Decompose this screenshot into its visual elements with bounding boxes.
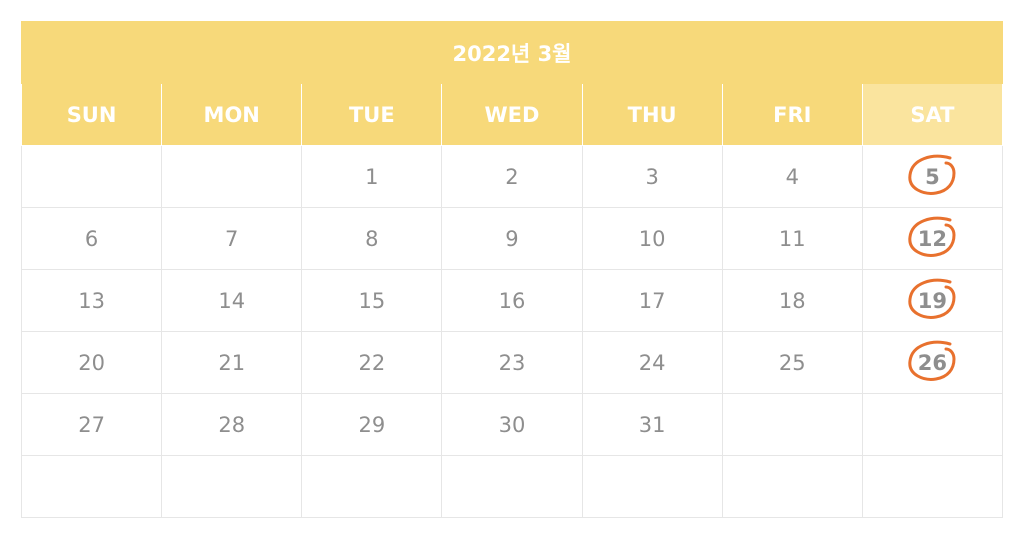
calendar-empty-cell <box>861 393 1004 456</box>
calendar-day-cell[interactable]: 12 <box>861 207 1004 270</box>
calendar-day-number: 7 <box>225 226 239 251</box>
calendar-day-cell[interactable]: 7 <box>161 207 303 270</box>
calendar-day-number: 1 <box>365 164 379 189</box>
calendar-day-cell[interactable]: 17 <box>581 269 723 332</box>
calendar-day-number: 4 <box>785 164 799 189</box>
weekday-fri: FRI <box>721 83 863 146</box>
calendar-empty-cell <box>721 455 863 518</box>
calendar-body: 1 2 3 4 5 6 7 8 9 10 11 12 13 14 15 16 17 18 19 20 21 22 23 24 2… <box>20 145 1004 518</box>
calendar-day-cell[interactable]: 1 <box>301 145 443 208</box>
calendar-day-number: 23 <box>498 350 526 375</box>
calendar-day-cell[interactable]: 31 <box>581 393 723 456</box>
calendar-week-row: 13 14 15 16 17 18 19 <box>20 269 1004 332</box>
calendar-day-cell[interactable]: 16 <box>441 269 583 332</box>
calendar-day-cell[interactable]: 30 <box>441 393 583 456</box>
calendar-day-number: 17 <box>638 288 666 313</box>
calendar-empty-cell <box>161 145 303 208</box>
calendar-day-number: 22 <box>358 350 386 375</box>
weekday-tue: TUE <box>301 83 443 146</box>
calendar-day-cell[interactable]: 4 <box>721 145 863 208</box>
calendar-day-number: 21 <box>218 350 246 375</box>
calendar-day-cell[interactable]: 20 <box>20 331 163 394</box>
calendar-day-number: 27 <box>78 412 105 437</box>
calendar-empty-cell <box>861 455 1004 518</box>
weekday-sun: SUN <box>20 83 163 146</box>
weekday-thu: THU <box>581 83 723 146</box>
calendar-day-number: 10 <box>638 226 666 251</box>
calendar-day-cell[interactable]: 25 <box>721 331 863 394</box>
weekday-header-row: SUN MON TUE WED THU FRI SAT <box>20 83 1004 146</box>
calendar-day-number: 2 <box>505 164 519 189</box>
calendar-day-cell[interactable]: 5 <box>861 145 1004 208</box>
weekday-mon: MON <box>161 83 303 146</box>
calendar-day-number: 28 <box>218 412 246 437</box>
calendar-day-number: 26 <box>917 350 948 375</box>
weekday-sat: SAT <box>861 83 1004 146</box>
calendar-day-number: 8 <box>365 226 379 251</box>
calendar-day-cell[interactable]: 28 <box>161 393 303 456</box>
calendar-day-cell[interactable]: 10 <box>581 207 723 270</box>
calendar-day-number: 24 <box>638 350 666 375</box>
calendar-day-cell[interactable]: 21 <box>161 331 303 394</box>
calendar-day-number: 3 <box>645 164 659 189</box>
calendar-day-number: 19 <box>917 288 948 313</box>
calendar-day-cell[interactable]: 29 <box>301 393 443 456</box>
calendar-day-number: 30 <box>498 412 526 437</box>
calendar-day-number: 16 <box>498 288 526 313</box>
weekday-wed: WED <box>441 83 583 146</box>
calendar-week-row: 6 7 8 9 10 11 12 <box>20 207 1004 270</box>
calendar-day-cell[interactable]: 15 <box>301 269 443 332</box>
calendar-day-cell[interactable]: 8 <box>301 207 443 270</box>
calendar-day-cell[interactable]: 19 <box>861 269 1004 332</box>
calendar-day-cell[interactable]: 2 <box>441 145 583 208</box>
calendar-week-row: 20 21 22 23 24 25 26 <box>20 331 1004 394</box>
calendar-day-number: 18 <box>778 288 806 313</box>
calendar-day-cell[interactable]: 11 <box>721 207 863 270</box>
calendar-day-number: 25 <box>778 350 806 375</box>
calendar-empty-cell <box>161 455 303 518</box>
calendar-day-cell[interactable]: 14 <box>161 269 303 332</box>
calendar-day-number: 29 <box>358 412 386 437</box>
calendar-day-cell[interactable]: 26 <box>861 331 1004 394</box>
calendar-day-number: 31 <box>638 412 666 437</box>
calendar-day-number: 20 <box>78 350 105 375</box>
calendar-day-number: 5 <box>925 164 940 189</box>
calendar-empty-cell <box>721 393 863 456</box>
calendar-empty-cell <box>20 455 163 518</box>
calendar-day-cell[interactable]: 9 <box>441 207 583 270</box>
calendar-day-number: 11 <box>778 226 806 251</box>
calendar-day-number: 13 <box>78 288 105 313</box>
calendar-day-cell[interactable]: 3 <box>581 145 723 208</box>
calendar-day-cell[interactable]: 27 <box>20 393 163 456</box>
calendar-day-cell[interactable]: 13 <box>20 269 163 332</box>
calendar-day-cell[interactable]: 23 <box>441 331 583 394</box>
calendar-empty-cell <box>301 455 443 518</box>
calendar-day-cell[interactable]: 18 <box>721 269 863 332</box>
calendar-empty-cell <box>581 455 723 518</box>
calendar-week-row: 27 28 29 30 31 <box>20 393 1004 456</box>
calendar-week-row <box>20 455 1004 518</box>
calendar-day-number: 9 <box>505 226 519 251</box>
calendar-title: 2022년 3월 <box>21 21 1003 84</box>
calendar-day-cell[interactable]: 6 <box>20 207 163 270</box>
calendar-day-number: 12 <box>917 226 948 251</box>
calendar-day-number: 15 <box>358 288 386 313</box>
calendar-day-number: 14 <box>218 288 246 313</box>
calendar-day-cell[interactable]: 24 <box>581 331 723 394</box>
calendar-empty-cell <box>20 145 163 208</box>
calendar-empty-cell <box>441 455 583 518</box>
calendar-week-row: 1 2 3 4 5 <box>20 145 1004 208</box>
calendar-day-cell[interactable]: 22 <box>301 331 443 394</box>
calendar-day-number: 6 <box>84 226 99 251</box>
